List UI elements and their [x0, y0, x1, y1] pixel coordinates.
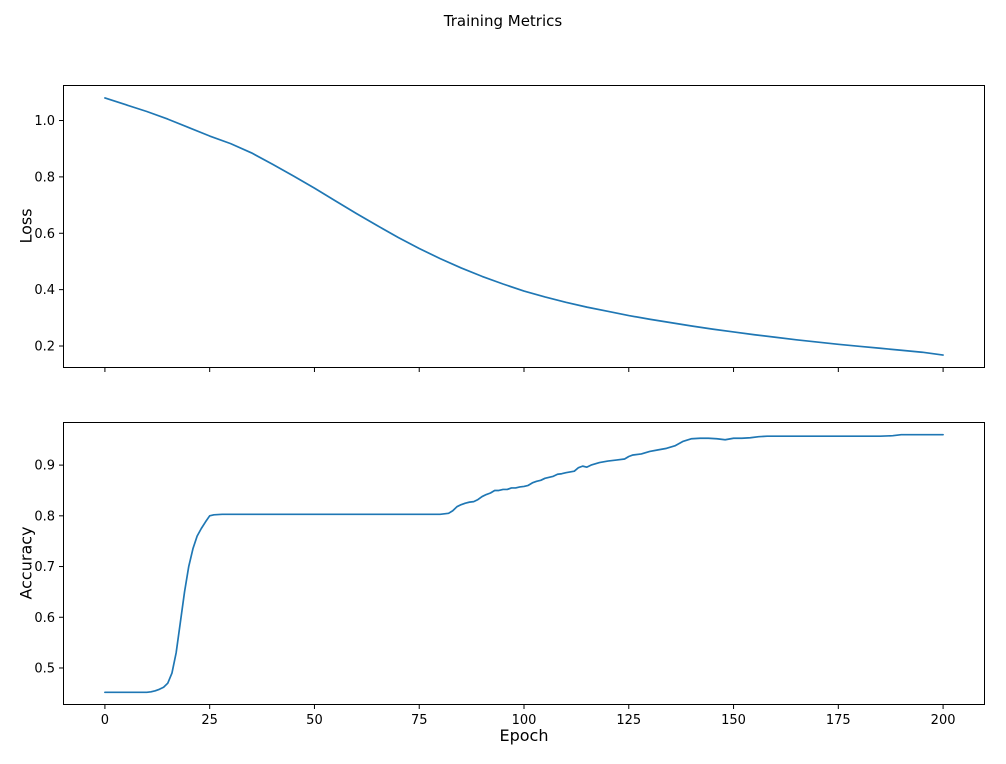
plot-spines	[63, 422, 985, 705]
accuracy-axis-label: Accuracy	[16, 526, 36, 600]
loss-axis-label: Loss	[16, 208, 36, 244]
x-tick-label: 200	[931, 713, 956, 728]
y-tick-label: 0.4	[34, 283, 55, 298]
x-tick-label: 75	[411, 713, 428, 728]
epoch-axis-label: Epoch	[499, 726, 549, 745]
y-tick-label: 0.2	[34, 340, 55, 355]
loss-chart: 0.2 0.4 0.6 0.8 1.0	[34, 85, 985, 372]
x-tick-label: 175	[826, 713, 851, 728]
y-tick-label: 0.8	[34, 509, 55, 524]
y-tick-label: 0.6	[34, 227, 55, 242]
y-tick-label: 0.9	[34, 459, 55, 474]
accuracy-line-series	[104, 433, 944, 694]
x-tick-label: 100	[512, 713, 537, 728]
figure-title: Training Metrics	[443, 12, 563, 30]
x-tick-label: 150	[721, 713, 746, 728]
x-tick-label: 0	[101, 713, 109, 728]
x-tick-label: 25	[201, 713, 218, 728]
plot-spines	[63, 85, 985, 368]
x-tick-label: 125	[616, 713, 641, 728]
y-tick-label: 0.5	[34, 661, 55, 676]
y-tick-label: 0.8	[34, 170, 55, 185]
accuracy-chart: 0 25 50 75 100 125 150 175 200 0.5 0.6 0.7 0.8 0.9	[34, 422, 985, 728]
y-tick-label: 0.7	[34, 560, 55, 575]
x-tick-label: 50	[306, 713, 323, 728]
loss-line-series	[104, 97, 944, 356]
y-tick-label: 0.6	[34, 611, 55, 626]
y-tick-label: 1.0	[34, 114, 55, 129]
